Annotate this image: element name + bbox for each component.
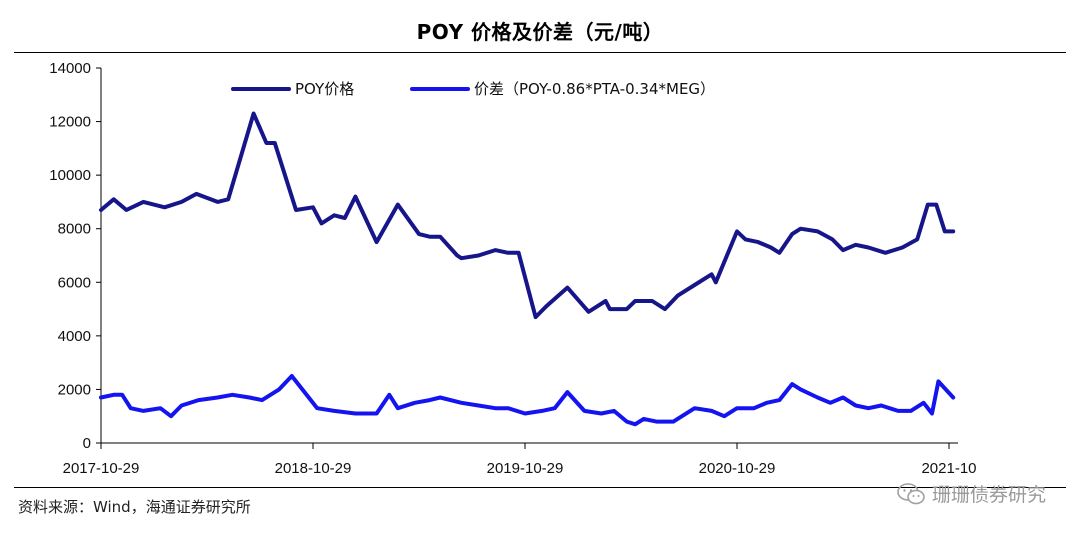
y-tick-label: 8000 (58, 221, 91, 238)
series-line-spread (99, 374, 956, 427)
x-tick-label: 2020-10-29 (699, 460, 776, 477)
chart-title: POY 价格及价差（元/吨） (416, 19, 664, 44)
x-tick-label: 2017-10-29 (63, 460, 140, 477)
legend-poy-price-label: POY价格 (295, 80, 354, 98)
watermark-text: 珊珊债券研究 (931, 484, 1046, 506)
y-tick-label: 0 (83, 435, 91, 452)
y-tick-label: 12000 (49, 114, 91, 131)
chart-canvas: 0 2000 4000 6000 8000 10000 12000 14000 2017-10-… (49, 60, 976, 477)
y-tick-label: 10000 (49, 167, 91, 184)
watermark: 珊珊债券研究 (896, 480, 1046, 507)
y-tick-label: 2000 (58, 381, 91, 398)
source-note: 资料来源：Wind，海通证券研究所 (18, 498, 251, 516)
x-tick-label: 2018-10-29 (275, 460, 352, 477)
x-tick-label: 2021-10 (921, 460, 976, 477)
y-tick-label: 6000 (58, 274, 91, 291)
footer-divider (14, 487, 1066, 488)
y-tick-label: 14000 (49, 60, 91, 77)
series-line-poy-price (99, 111, 956, 320)
legend-spread-label: 价差（POY-0.86*PTA-0.34*MEG） (474, 80, 715, 98)
wechat-icon (897, 482, 925, 504)
chart-title-bar: POY 价格及价差（元/吨） (14, 8, 1066, 53)
y-tick-label: 4000 (58, 328, 91, 345)
x-tick-label: 2019-10-29 (487, 460, 564, 477)
